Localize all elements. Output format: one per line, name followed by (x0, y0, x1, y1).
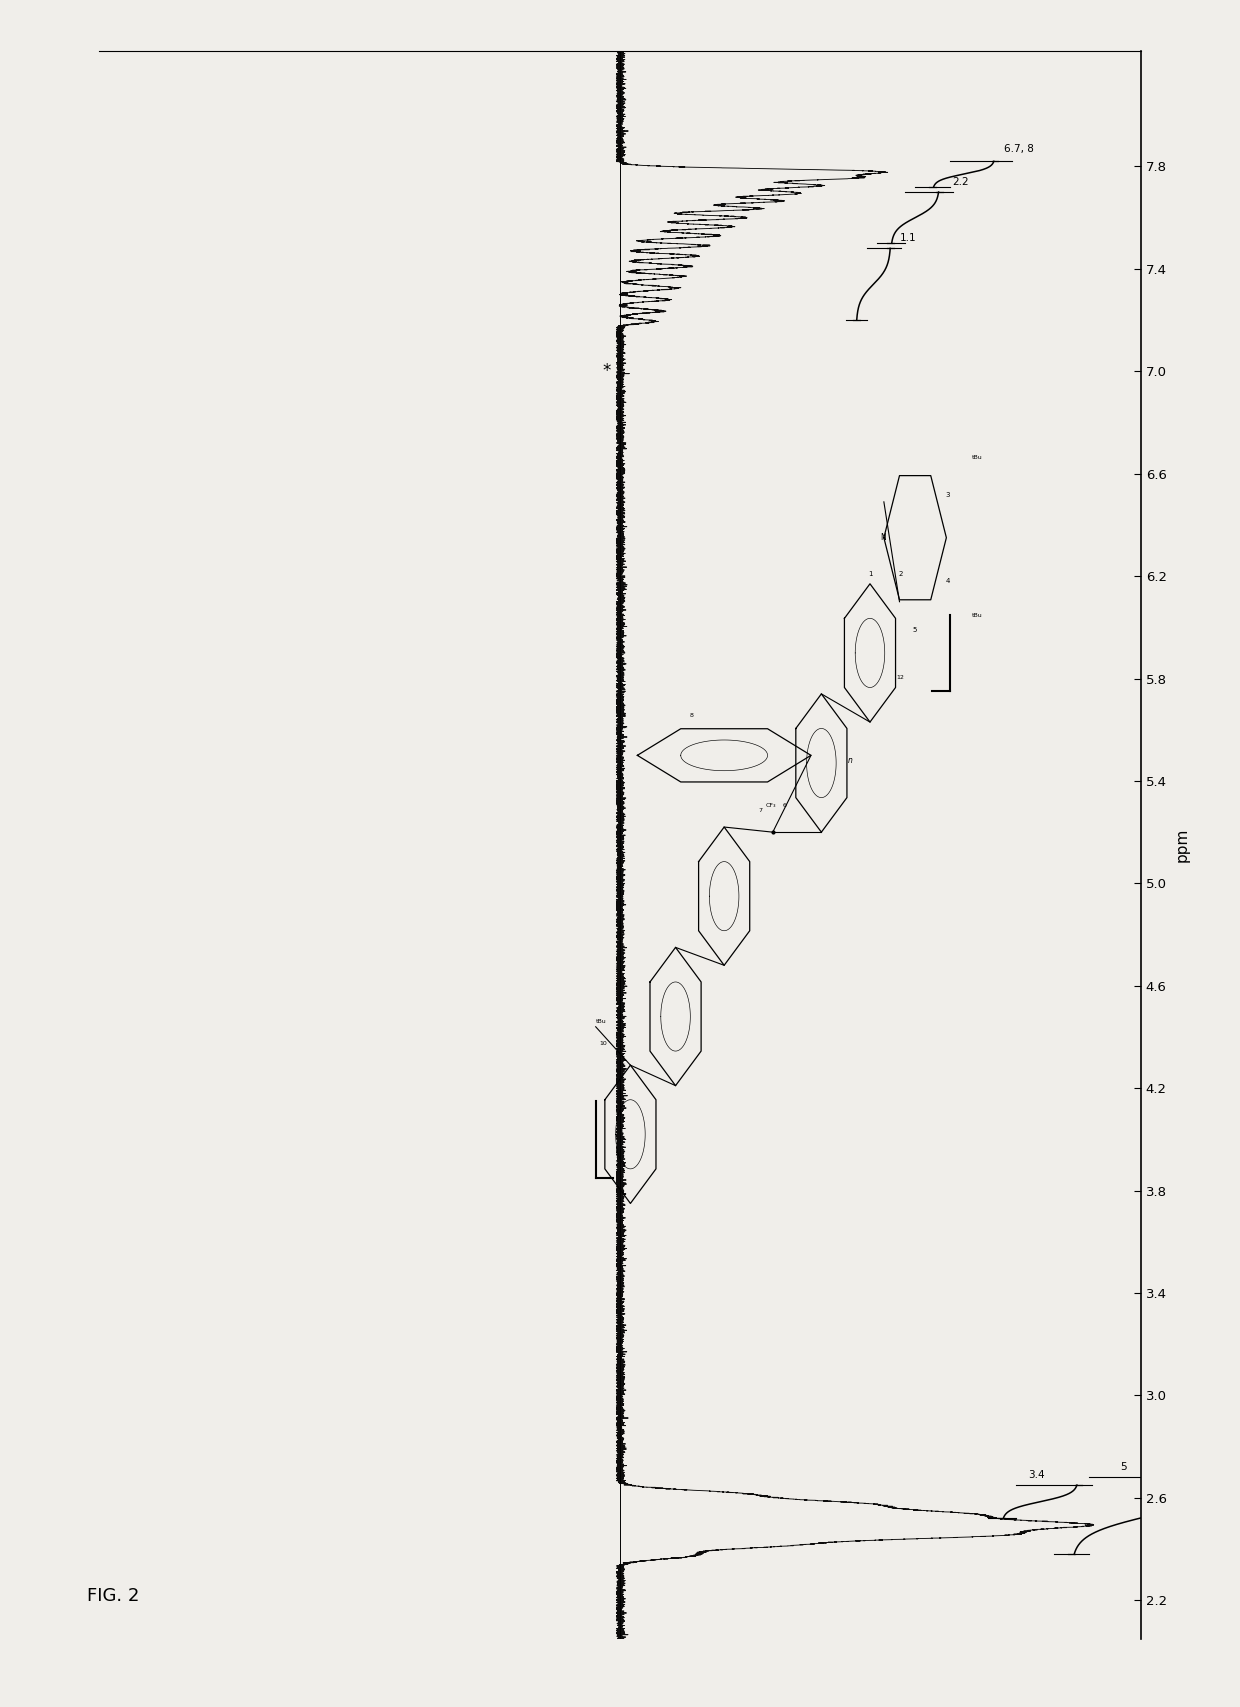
Text: FIG. 2: FIG. 2 (87, 1586, 139, 1605)
Text: 6: 6 (782, 802, 786, 807)
Text: 3: 3 (945, 492, 950, 498)
Y-axis label: ppm: ppm (1176, 828, 1190, 862)
Text: n: n (848, 756, 853, 765)
Text: tBu: tBu (595, 1019, 606, 1024)
Text: 2: 2 (899, 572, 903, 577)
Text: *: * (603, 362, 611, 381)
Text: 8: 8 (689, 714, 693, 719)
Text: 3.4: 3.4 (1028, 1470, 1045, 1480)
Text: 1: 1 (868, 572, 873, 577)
Text: 5: 5 (913, 628, 918, 633)
Text: tBu: tBu (972, 613, 983, 618)
Text: CF₃: CF₃ (766, 802, 776, 807)
Text: 6.7, 8: 6.7, 8 (1004, 143, 1034, 154)
Text: 2.2: 2.2 (952, 178, 968, 186)
Text: 10: 10 (599, 1041, 606, 1046)
Text: tBu: tBu (972, 454, 983, 459)
Text: 5: 5 (1120, 1463, 1127, 1471)
Text: N: N (880, 533, 887, 543)
Text: 12: 12 (897, 674, 905, 679)
Text: 4: 4 (945, 577, 950, 584)
Text: 1.1: 1.1 (900, 234, 916, 242)
Text: 7: 7 (759, 807, 763, 813)
